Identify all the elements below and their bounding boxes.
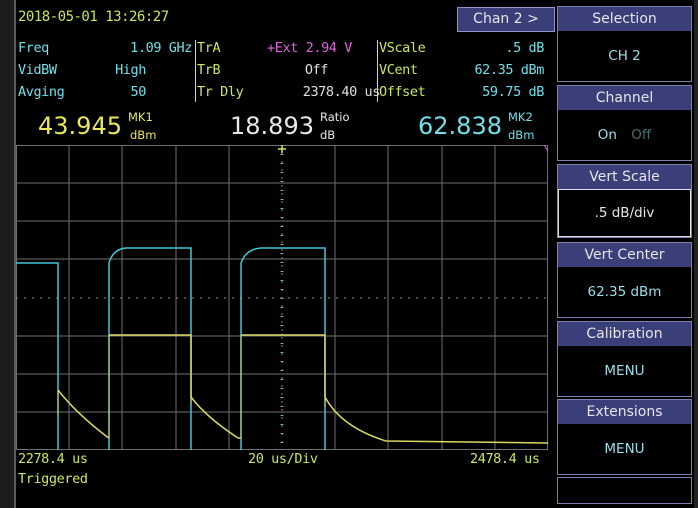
trigger-marker — [278, 145, 286, 153]
offset-value: 59.75 dB — [482, 84, 544, 100]
extensions-title: Extensions — [558, 400, 691, 424]
calibration-button[interactable]: Calibration MENU — [557, 321, 692, 397]
bezel-right — [694, 0, 698, 508]
channel-off: Off — [631, 127, 652, 143]
vert-scale-title: Vert Scale — [558, 165, 691, 189]
waveform-display — [16, 145, 548, 450]
ratio-label: Ratio — [320, 110, 350, 124]
mk2-readout: 62.838 MK2 dBm — [418, 110, 534, 142]
tra-label: TrA — [197, 40, 221, 56]
extensions-button[interactable]: Extensions MENU — [557, 399, 692, 475]
mk2-unit: dBm — [508, 128, 535, 142]
selection-title: Selection — [558, 7, 691, 31]
trigger-level-indicator — [543, 145, 548, 152]
avging-label: Avging — [18, 84, 65, 100]
bezel-left — [0, 0, 14, 508]
mk2-label: MK2 — [508, 110, 533, 124]
graticule — [16, 145, 548, 450]
time-div: 20 us/Div — [248, 451, 318, 467]
extensions-value: MENU — [604, 441, 645, 457]
trace-cyan — [16, 247, 326, 450]
mk1-value: 43.945 — [38, 112, 122, 140]
trdly-label: Tr Dly — [197, 84, 244, 100]
vert-scale-button[interactable]: Vert Scale .5 dB/div — [557, 164, 692, 238]
datetime: 2018-05-01 13:26:27 — [18, 9, 169, 25]
time-right: 2478.4 us — [470, 451, 540, 467]
vert-center-button[interactable]: Vert Center 62.35 dBm — [557, 242, 692, 318]
softkey-panel: Selection CH 2 Channel On Off Vert Scale… — [555, 4, 694, 504]
vcent-value: 62.35 dBm — [474, 62, 544, 78]
selection-value: CH 2 — [608, 48, 641, 64]
channel-value: On Off — [558, 110, 691, 160]
mk1-unit: dBm — [130, 128, 157, 142]
param-divider-1 — [195, 40, 196, 102]
mk1-readout: 43.945 MK1 dBm — [38, 110, 156, 142]
vert-center-title: Vert Center — [558, 243, 691, 267]
time-left: 2278.4 us — [18, 451, 88, 467]
vert-center-value: 62.35 dBm — [587, 284, 662, 300]
empty-softkey[interactable] — [557, 477, 692, 504]
vscale-value: .5 dB — [505, 40, 544, 56]
vert-scale-value: .5 dB/div — [558, 189, 691, 237]
trigger-status: Triggered — [18, 471, 88, 487]
mk1-label: MK1 — [128, 110, 153, 124]
vidbw-value: High — [115, 62, 146, 78]
channel-on: On — [597, 127, 617, 143]
freq-label: Freq — [18, 40, 49, 56]
offset-label: Offset — [379, 84, 426, 100]
param-divider-2 — [377, 40, 378, 102]
calibration-value: MENU — [604, 363, 645, 379]
trace-yellow-edges — [57, 335, 326, 438]
trdly-value: 2378.40 us — [302, 84, 381, 100]
channel-title: Channel — [558, 86, 691, 110]
ratio-readout: 18.893 Ratio dB — [230, 110, 350, 142]
channel-button[interactable]: Channel On Off — [557, 85, 692, 161]
vcent-label: VCent — [379, 62, 418, 78]
vscale-label: VScale — [379, 40, 426, 56]
vidbw-label: VidBW — [18, 62, 57, 78]
selection-button[interactable]: Selection CH 2 — [557, 6, 692, 82]
trb-label: TrB — [197, 62, 221, 78]
avging-value: 50 — [130, 84, 147, 100]
freq-value: 1.09 GHz — [130, 40, 192, 56]
tra-value: +Ext 2.94 V — [266, 40, 352, 56]
trace-yellow — [57, 334, 548, 444]
chan-tab-button[interactable]: Chan 2 > — [457, 7, 555, 32]
ratio-value: 18.893 — [230, 112, 314, 140]
trb-value: Off — [304, 62, 329, 78]
ratio-unit: dB — [320, 128, 336, 142]
calibration-title: Calibration — [558, 322, 691, 346]
mk2-value: 62.838 — [418, 112, 502, 140]
bezel-left-line — [14, 0, 16, 508]
